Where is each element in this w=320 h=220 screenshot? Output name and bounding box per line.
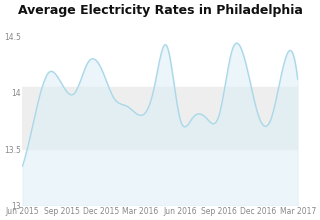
Title: Average Electricity Rates in Philadelphia: Average Electricity Rates in Philadelphi… — [18, 4, 302, 17]
Bar — [22, 87, 298, 149]
